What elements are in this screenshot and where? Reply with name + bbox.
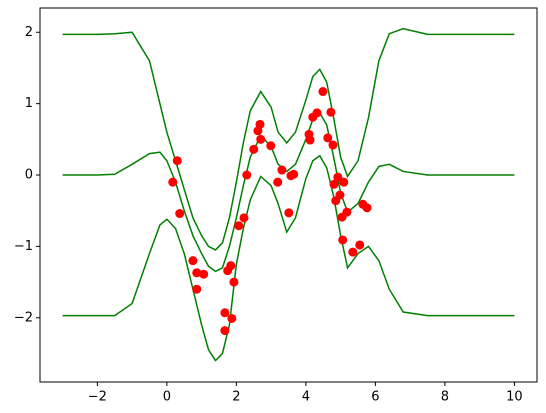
point [323,133,333,143]
point [239,213,249,223]
point [192,284,202,294]
x-tick-label: 0 [163,390,171,405]
x-tick-label: 6 [371,390,379,405]
point [168,177,178,187]
point [220,326,230,336]
point [335,190,345,200]
point [172,156,182,166]
point [226,261,236,271]
point [256,134,266,144]
point [328,140,338,150]
y-tick-label: 1 [25,96,33,111]
line [62,27,515,251]
point [175,209,185,219]
point [355,240,365,250]
point [284,208,294,218]
line [62,154,515,362]
point [234,221,244,231]
point [220,308,230,318]
point [342,207,352,217]
point [333,172,343,182]
plot-frame [39,7,538,383]
x-tick-label: 8 [441,390,449,405]
y-tick-label: −2 [14,310,33,325]
x-tick-label: −2 [88,390,107,405]
point [188,256,198,266]
point [305,135,315,145]
point [312,108,322,118]
y-tick-label: 0 [25,168,33,183]
point [266,141,276,151]
x-tick-label: 10 [506,390,523,405]
point [339,177,349,187]
point [242,170,252,180]
point [329,179,339,189]
point [277,165,287,175]
point [199,269,209,279]
y-tick-label: 2 [25,25,33,40]
y-tick-label: −1 [14,239,33,254]
point [229,277,239,287]
x-tick-label: 4 [302,390,310,405]
point [348,247,358,257]
point [318,87,328,97]
point [326,107,336,117]
point [192,268,202,278]
line [62,111,515,273]
x-tick-label: 2 [232,390,240,405]
point [255,119,265,129]
point [362,203,372,213]
point [289,169,299,179]
point [338,235,348,245]
point [249,144,259,154]
point [273,177,283,187]
point [227,313,237,323]
